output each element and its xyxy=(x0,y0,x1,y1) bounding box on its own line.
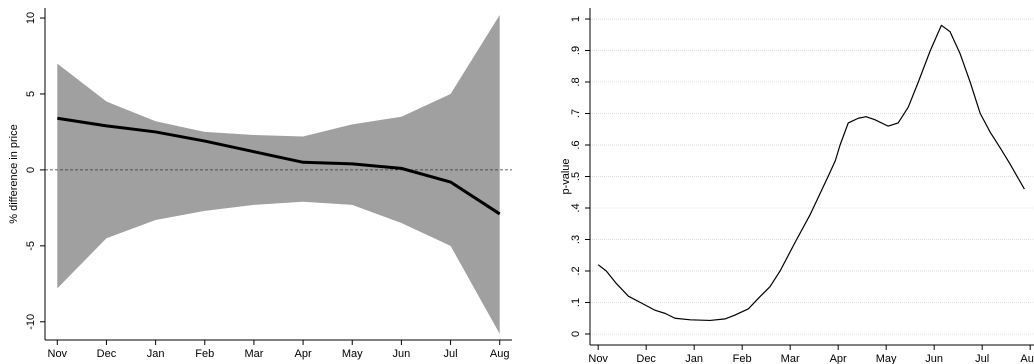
y-tick-label: 0 xyxy=(570,331,582,337)
x-tick-label: Jul xyxy=(444,348,458,360)
y-tick-label: -10 xyxy=(25,314,37,330)
y-tick-label: .3 xyxy=(570,235,582,244)
y-tick-label: .8 xyxy=(570,77,582,86)
y-axis-title: % difference in price xyxy=(8,124,20,223)
x-tick-label: Jun xyxy=(925,353,943,364)
y-axis-title: p-value xyxy=(560,158,572,194)
y-tick-label: .9 xyxy=(570,46,582,55)
y-tick-label: .2 xyxy=(570,266,582,275)
x-tick-label: Mar xyxy=(781,353,800,364)
x-tick-label: Dec xyxy=(636,353,656,364)
x-tick-label: Nov xyxy=(588,353,608,364)
x-tick-label: Mar xyxy=(244,348,263,360)
y-tick-label: 5 xyxy=(25,91,37,97)
y-tick-label: 10 xyxy=(25,12,37,24)
x-tick-label: Jul xyxy=(975,353,989,364)
simulation-band xyxy=(57,14,500,334)
x-tick-label: Jun xyxy=(393,348,411,360)
x-tick-label: May xyxy=(876,353,897,364)
x-tick-label: May xyxy=(342,348,363,360)
line xyxy=(57,116,501,216)
x-tick-label: Apr xyxy=(295,348,312,360)
y-tick-label: .1 xyxy=(570,298,582,307)
x-tick-label: Dec xyxy=(97,348,117,360)
x-tick-label: Jan xyxy=(685,353,703,364)
y-tick-label: -5 xyxy=(25,241,37,251)
x-tick-label: Feb xyxy=(733,353,752,364)
line xyxy=(597,24,1025,322)
y-tick-label: .4 xyxy=(570,203,582,212)
x-tick-label: Feb xyxy=(195,348,214,360)
x-tick-label: Apr xyxy=(830,353,847,364)
y-tick-label: .5 xyxy=(570,172,582,181)
y-tick-label: .6 xyxy=(570,140,582,149)
y-tick-label: .7 xyxy=(570,109,582,118)
x-tick-label: Jan xyxy=(147,348,165,360)
x-tick-label: Aug xyxy=(490,348,510,360)
x-tick-label: Aug xyxy=(1020,353,1034,364)
y-tick-label: 0 xyxy=(25,167,37,173)
y-tick-label: 1 xyxy=(570,16,582,22)
x-tick-label: Nov xyxy=(48,348,68,360)
